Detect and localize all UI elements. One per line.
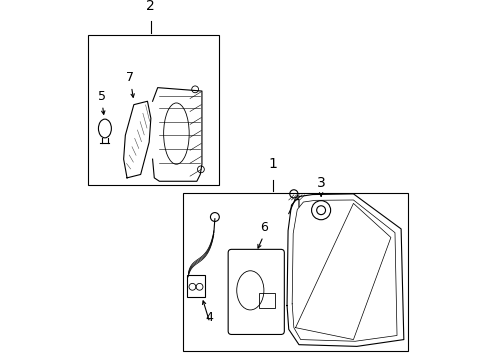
Bar (258, 293, 274, 307)
Text: 6: 6 (260, 221, 267, 234)
Text: 7: 7 (126, 71, 134, 84)
Text: 1: 1 (268, 157, 277, 171)
Bar (183, 193, 407, 351)
Text: 3: 3 (316, 176, 325, 190)
Bar (88, 35, 219, 185)
Text: 2: 2 (146, 0, 155, 13)
Text: 5: 5 (97, 90, 105, 103)
Text: 4: 4 (205, 311, 213, 324)
Bar (186, 275, 205, 297)
